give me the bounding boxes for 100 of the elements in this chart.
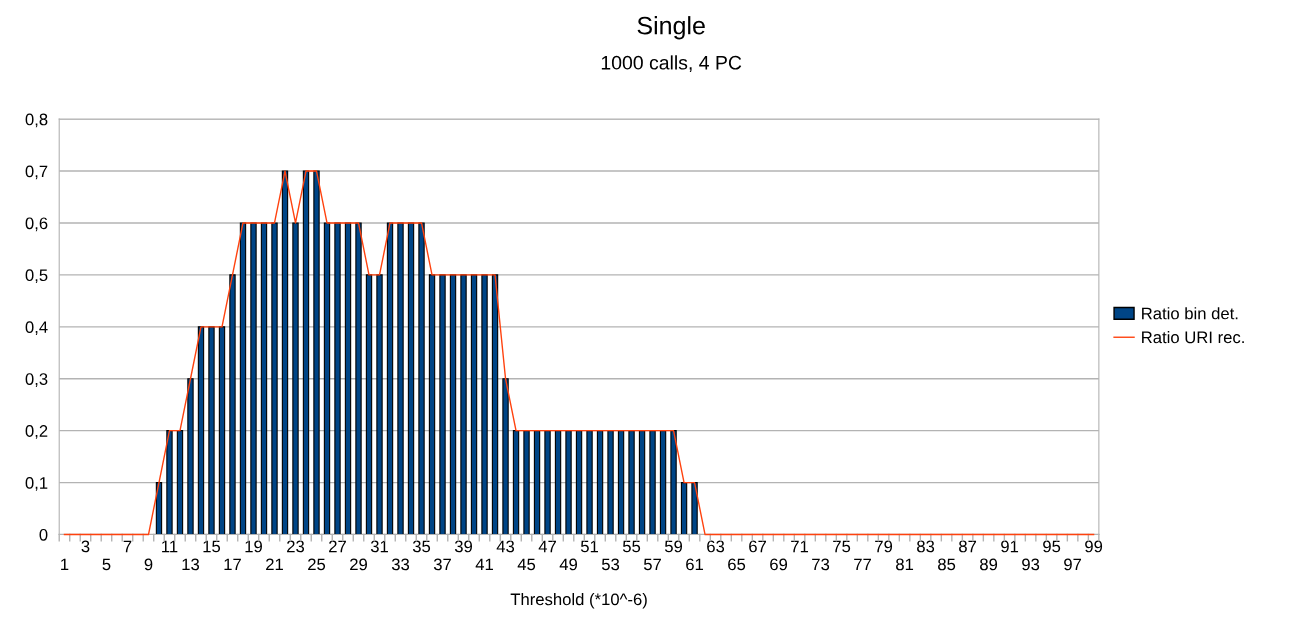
x-tick-label: 17 [224,558,241,571]
bar [166,430,173,535]
bar [386,222,394,535]
bar [491,274,499,535]
x-tick-label: 43 [496,540,515,553]
bar [428,274,436,535]
x-axis-title: Threshold (*10^-6) [510,593,647,609]
bar [659,430,667,535]
bar [334,222,341,535]
x-tick-label: 61 [686,558,704,571]
y-tick-label: 0,7 [25,165,48,180]
x-tick-label: 65 [728,558,746,571]
x-tick-label: 19 [245,540,262,553]
bar [607,430,614,535]
bar [638,430,646,535]
x-tick-label: 15 [203,540,221,553]
x-tick-label: 91 [1001,540,1019,553]
bar [596,430,604,535]
bar [239,222,247,535]
x-tick-label: 13 [182,558,200,571]
bar [575,430,583,535]
x-tick-label: 5 [102,558,111,571]
bar [439,274,446,535]
x-tick-label: 81 [896,558,914,571]
x-tick-label: 11 [162,540,178,553]
bar [229,274,236,535]
bar [292,222,299,535]
x-tick-label: 69 [770,558,788,571]
x-tick-label: 63 [707,540,725,553]
x-tick-label: 3 [81,540,90,553]
x-tick-label: 29 [350,558,367,571]
bar [544,430,551,535]
y-tick-label: 0,4 [25,321,48,335]
x-tick-label: 97 [1064,558,1082,571]
legend-label: Ratio URI rec. [1142,331,1244,344]
bar [176,430,184,535]
x-tick-label: 41 [475,558,493,571]
x-tick-label: 25 [308,558,326,571]
bar [323,222,331,535]
x-tick-label: 23 [287,540,305,553]
bar [670,430,677,535]
bar [502,378,509,535]
bar [470,274,478,535]
x-tick-label: 59 [664,540,683,553]
y-tick-label: 0,6 [25,217,48,232]
x-tick-label: 31 [370,540,388,553]
bar [617,430,625,535]
x-tick-label: 83 [917,540,935,553]
bar [313,170,320,535]
x-tick-label: 9 [144,558,153,571]
x-tick-label: 87 [959,540,977,553]
bar [355,222,362,535]
bar [250,222,257,535]
x-tick-label: 79 [875,540,893,553]
bar [680,482,688,535]
bar [460,274,467,535]
bar [533,430,541,535]
x-tick-label: 47 [538,540,556,553]
bar [523,430,530,535]
x-tick-label: 1 [61,558,69,571]
x-tick-label: 49 [559,558,578,571]
bar [302,170,310,535]
x-tick-label: 71 [791,540,809,553]
line-series [63,170,1095,536]
bar [218,326,226,535]
chart-subtitle: 1000 calls, 4 PC [601,55,742,72]
bar [187,378,194,535]
bar [376,274,383,535]
x-tick-label: 89 [980,558,998,571]
bar [208,326,215,535]
bar [397,222,404,535]
y-tick-label: 0,8 [25,113,48,128]
bar [512,430,520,535]
chart-title: Single [637,16,705,40]
bar [344,222,352,535]
x-tick-label: 57 [643,558,661,571]
legend-label: Ratio bin det. [1142,307,1238,320]
x-tick-label: 95 [1043,540,1061,553]
x-tick-label: 55 [622,540,641,553]
x-tick-label: 99 [1085,540,1103,553]
x-tick-label: 75 [833,540,851,553]
bar [628,430,635,535]
x-tick-label: 27 [329,540,346,553]
x-tick-label: 51 [580,540,598,553]
x-tick-label: 7 [123,540,132,553]
bar [554,430,562,535]
bar [565,430,572,535]
y-tick-label: 0,3 [25,373,48,387]
y-tick-label: 0,1 [25,477,48,491]
bar [197,326,205,535]
bar [281,170,289,535]
x-tick-label: 39 [454,540,472,553]
x-tick-label: 77 [854,558,872,571]
x-tick-label: 67 [749,540,766,553]
bar [365,274,373,535]
bar [649,430,656,535]
bar [260,222,268,535]
y-tick-label: 0,5 [25,269,48,284]
x-tick-label: 73 [812,558,830,571]
x-tick-label: 35 [412,540,431,553]
